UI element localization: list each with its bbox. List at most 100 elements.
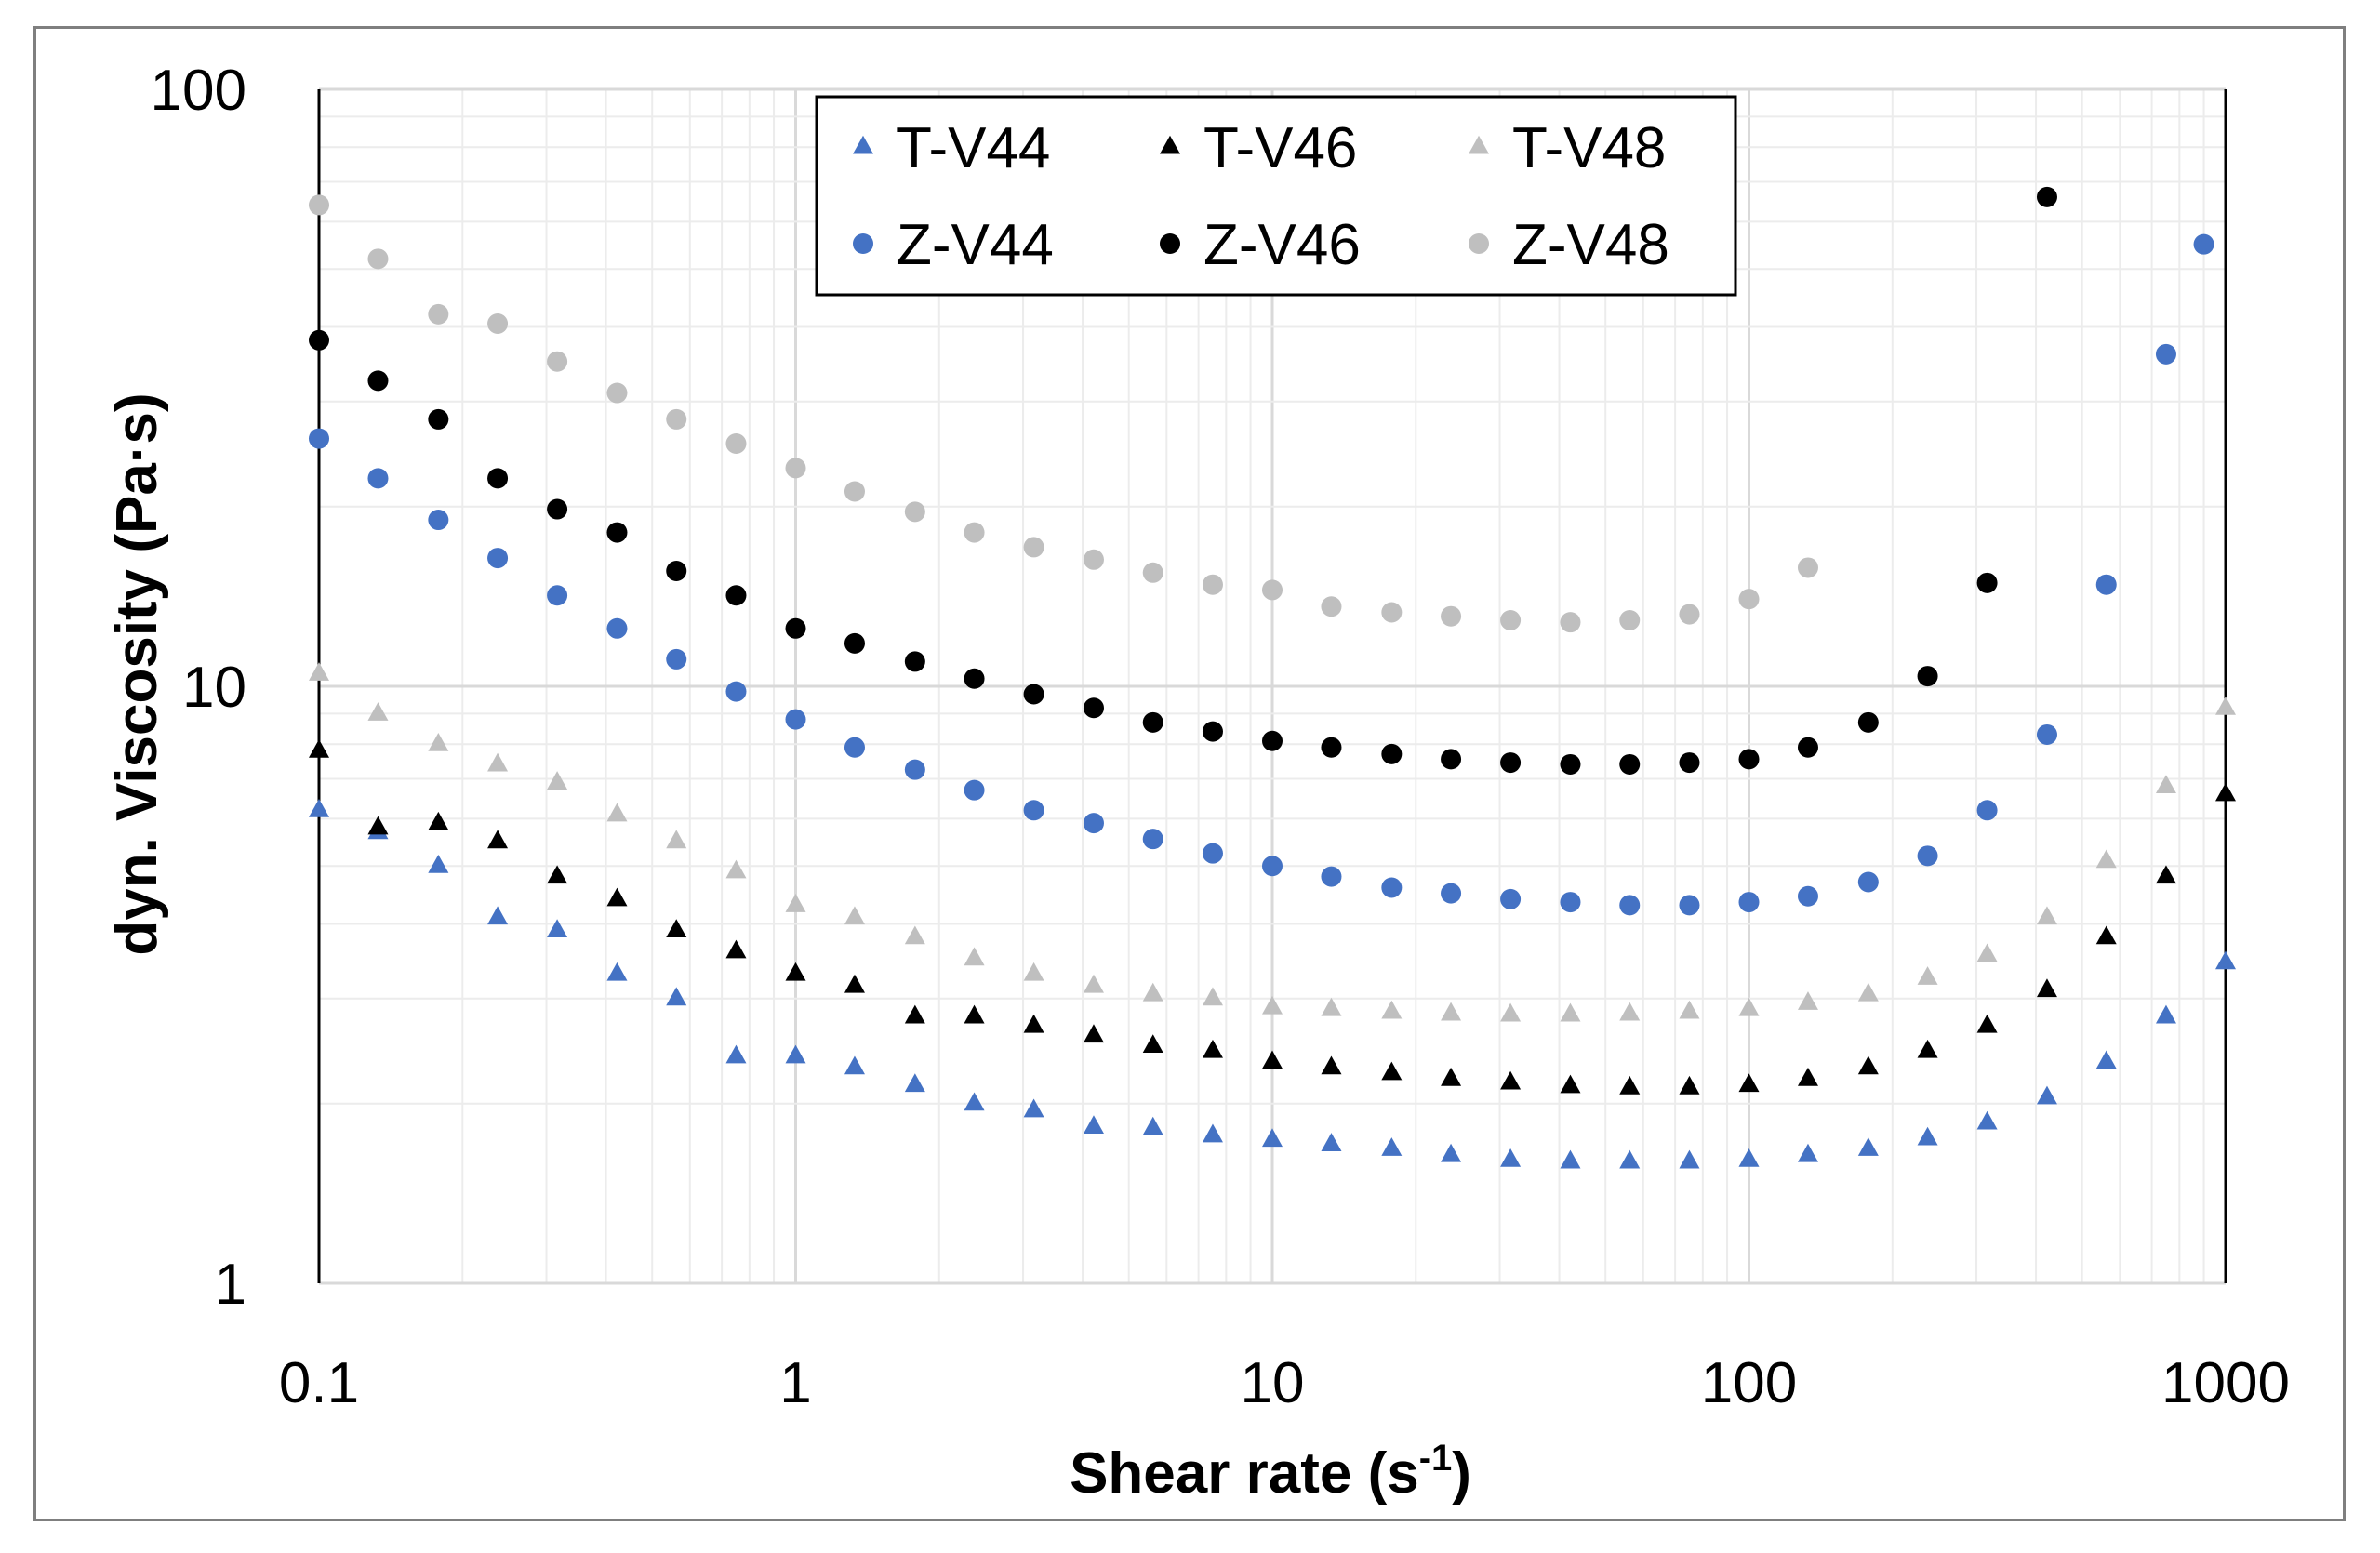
legend-item-z-v48: Z-V48 — [1469, 213, 1669, 277]
data-point — [1321, 1133, 1342, 1151]
data-point — [2095, 574, 2117, 595]
data-point — [487, 548, 509, 569]
legend-item-t-v48: T-V48 — [1469, 116, 1666, 180]
data-point — [1500, 888, 1522, 909]
data-point — [1083, 813, 1104, 834]
data-point — [844, 974, 865, 993]
data-point — [904, 1004, 925, 1024]
data-point — [1083, 974, 1104, 993]
data-point — [428, 510, 449, 531]
data-point — [1857, 711, 1879, 733]
data-point — [1976, 943, 1998, 962]
data-point — [606, 803, 628, 822]
data-point — [1202, 987, 1223, 1006]
data-point — [2036, 1085, 2057, 1105]
data-point — [1142, 1116, 1163, 1135]
data-point — [428, 303, 449, 325]
data-point — [367, 816, 389, 835]
data-point — [1381, 1137, 1403, 1156]
data-point — [904, 1073, 925, 1093]
data-point — [1976, 800, 1998, 821]
x-axis-title: Shear rate (s-1) — [1070, 1438, 1471, 1506]
data-point — [2155, 865, 2176, 884]
data-point — [1797, 557, 1818, 578]
data-point — [2155, 775, 2176, 794]
data-point — [428, 854, 449, 873]
data-point — [1797, 991, 1818, 1010]
legend-box — [815, 95, 1737, 297]
data-point — [1797, 885, 1818, 907]
data-point — [1500, 1148, 1522, 1167]
data-point — [1679, 1149, 1700, 1169]
data-point — [1083, 1024, 1104, 1043]
y-tick-label: 1 — [215, 1253, 246, 1317]
data-point — [1083, 549, 1104, 570]
data-point — [1023, 962, 1044, 981]
data-point — [606, 382, 628, 404]
data-point — [666, 408, 687, 430]
data-point — [1857, 1137, 1879, 1156]
data-point — [2193, 233, 2214, 255]
data-point — [1381, 1061, 1403, 1081]
data-point — [1441, 749, 1462, 770]
data-point — [1500, 752, 1522, 774]
data-point — [1381, 877, 1403, 898]
data-point — [1381, 602, 1403, 623]
legend-marker — [853, 233, 873, 254]
data-point — [1083, 1115, 1104, 1135]
data-point — [666, 919, 687, 938]
legend-marker — [1469, 135, 1489, 154]
data-point — [1262, 856, 1283, 877]
data-point — [666, 561, 687, 582]
data-point — [1738, 892, 1760, 913]
data-point — [1262, 730, 1283, 751]
data-point — [367, 370, 389, 392]
data-point — [428, 732, 449, 751]
data-point — [904, 759, 925, 780]
data-point — [844, 481, 865, 502]
data-point — [1560, 1149, 1581, 1169]
series-z-v46 — [309, 186, 2057, 775]
data-point — [1441, 1002, 1462, 1021]
data-point — [904, 501, 925, 523]
data-point — [1917, 845, 1938, 867]
data-point — [547, 865, 568, 884]
x-axis-title-main: Shear rate (s — [1070, 1441, 1419, 1506]
data-point — [1441, 605, 1462, 627]
data-point — [1560, 753, 1581, 775]
data-point — [785, 962, 806, 981]
data-point — [2095, 1050, 2117, 1069]
data-point — [1023, 800, 1044, 821]
data-point — [2036, 723, 2057, 745]
data-point — [1917, 966, 1938, 985]
data-point — [725, 939, 747, 959]
data-point — [606, 522, 628, 543]
data-point — [1857, 982, 1879, 1002]
legend-item-t-v46: T-V46 — [1160, 116, 1357, 180]
data-point — [2215, 950, 2236, 970]
legend-item-t-v44: T-V44 — [853, 116, 1050, 180]
data-point — [487, 313, 509, 335]
data-point — [1976, 572, 1998, 593]
y-tick-label: 10 — [182, 656, 246, 720]
x-tick-label: 1000 — [2161, 1351, 2290, 1415]
legend-label: Z-V48 — [1512, 213, 1669, 277]
data-point — [1500, 1002, 1522, 1022]
data-point — [844, 1055, 865, 1075]
data-point — [2095, 849, 2117, 869]
data-point — [1738, 997, 1760, 1016]
data-point — [428, 408, 449, 430]
data-point — [1262, 1128, 1283, 1148]
data-point — [1142, 829, 1163, 850]
data-point — [785, 1044, 806, 1064]
data-point — [2036, 978, 2057, 998]
data-point — [1441, 1067, 1462, 1086]
data-point — [1619, 753, 1641, 775]
data-point — [487, 830, 509, 849]
data-point — [1023, 537, 1044, 558]
data-point — [1262, 1050, 1283, 1069]
x-axis-title-superscript: -1 — [1419, 1438, 1453, 1479]
x-tick-label: 100 — [1701, 1351, 1797, 1415]
data-point — [1560, 1074, 1581, 1094]
